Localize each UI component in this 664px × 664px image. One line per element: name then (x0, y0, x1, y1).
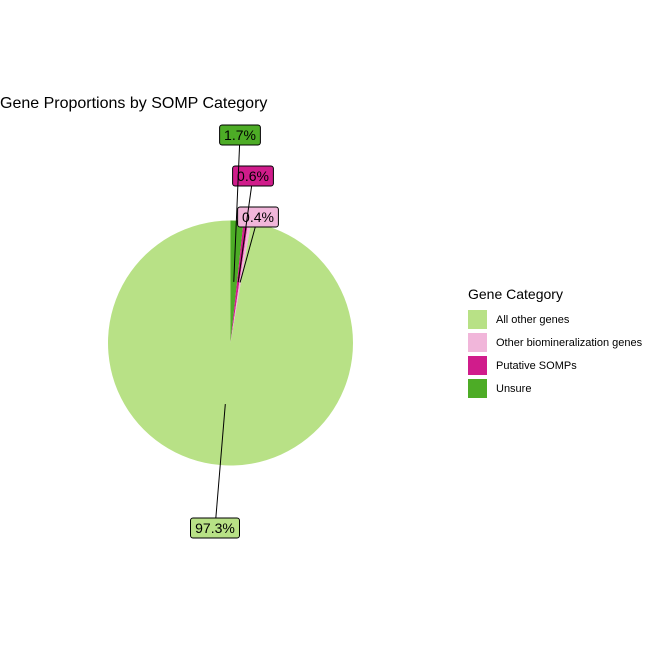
legend-label: Unsure (496, 382, 532, 395)
legend-items: All other genes Other biomineralization g… (468, 308, 642, 400)
legend-label: All other genes (496, 313, 570, 326)
legend-label: Other biomineralization genes (496, 336, 643, 349)
legend-swatch (468, 333, 487, 352)
label-leader-putative-somps (237, 175, 254, 283)
data-label-other-biomineralization-genes: 0.4% (242, 209, 274, 225)
legend-item-all-other-genes: All other genes (468, 308, 642, 331)
legend-label: Putative SOMPs (496, 359, 577, 372)
label-box-putative-somps (232, 165, 274, 187)
label-leader-other-biomineralization-genes (239, 216, 259, 283)
label-leader-unsure (233, 134, 241, 282)
data-label-unsure: 1.7% (224, 127, 256, 143)
label-leader-all-other-genes (214, 403, 226, 529)
legend-title: Gene Category (468, 286, 563, 302)
legend: Gene Category All other genes Other biomi… (468, 286, 642, 400)
legend-item-unsure: Unsure (468, 377, 642, 400)
legend-swatch (468, 379, 487, 398)
pie-slice-all-other-genes (108, 220, 354, 466)
data-label-putative-somps: 0.6% (237, 168, 269, 184)
label-box-unsure (219, 124, 261, 146)
label-box-all-other-genes (190, 517, 240, 539)
legend-item-putative-somps: Putative SOMPs (468, 354, 642, 377)
data-label-all-other-genes: 97.3% (195, 520, 235, 536)
legend-swatch (468, 356, 487, 375)
pie-slice-unsure (230, 220, 244, 343)
legend-swatch (468, 310, 487, 329)
pie-labels: 97.3% 0.4% 0.6% 1.7% (190, 124, 279, 539)
pie-slice-other-biomineralization-genes (230, 221, 252, 343)
pie-slices (108, 220, 354, 466)
pie-slice-putative-somps (230, 221, 249, 343)
legend-item-other-biomineralization-genes: Other biomineralization genes (468, 331, 642, 354)
chart-title: Gene Proportions by SOMP Category (0, 95, 268, 112)
